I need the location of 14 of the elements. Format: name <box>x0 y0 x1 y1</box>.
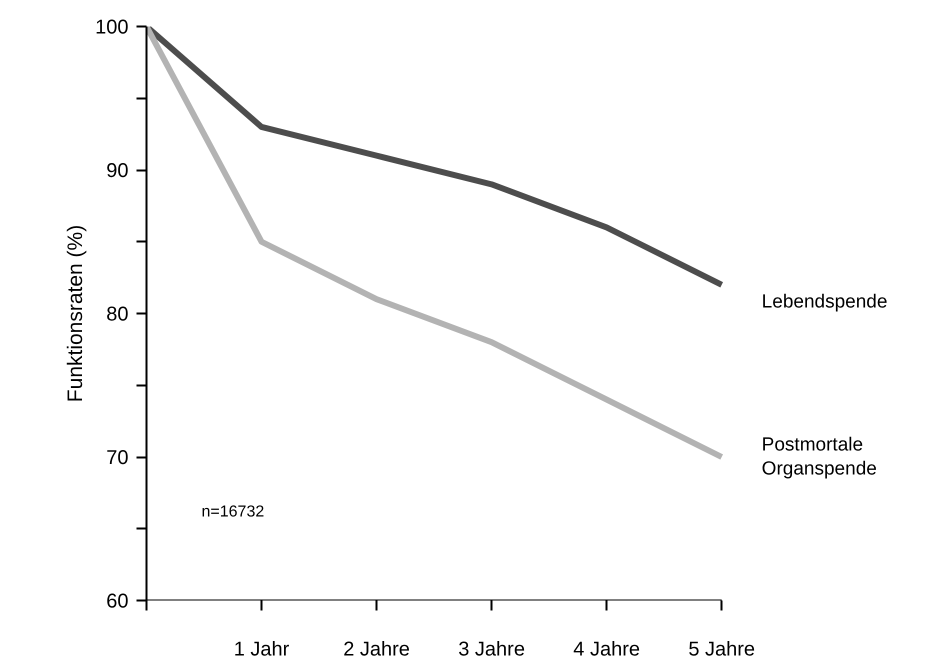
y-tick-label: 70 <box>106 447 129 469</box>
y-tick-label: 60 <box>106 590 129 612</box>
x-tick-label: 1 Jahr <box>234 638 290 660</box>
x-tick-label: 5 Jahre <box>688 638 756 660</box>
text: Postmortale Organspende <box>762 434 877 480</box>
y-axis-title: Funktionsraten (%) <box>64 224 88 402</box>
y-tick-label: 100 <box>95 16 129 38</box>
y-tick-label: 90 <box>106 160 129 182</box>
x-tick-label: 2 Jahre <box>343 638 410 660</box>
x-tick-label: 4 Jahre <box>573 638 640 660</box>
x-tick-label: 3 Jahre <box>458 638 525 660</box>
y-tick-label: 80 <box>106 304 129 326</box>
annotation: n=16732 <box>202 504 264 520</box>
text: Lebendspende <box>762 291 888 312</box>
